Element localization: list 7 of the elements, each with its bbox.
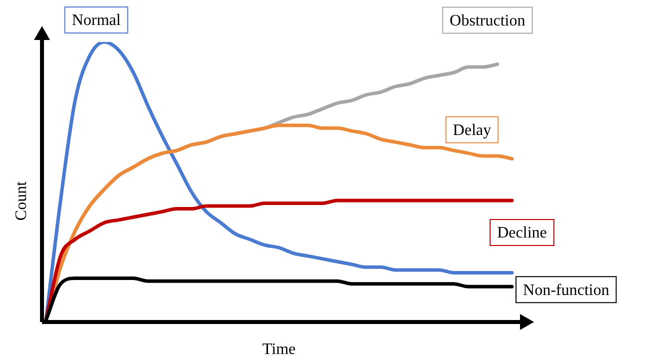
series-label: Non-function [523, 282, 610, 299]
series-label: Delay [452, 122, 492, 139]
x-axis-title: Time [262, 341, 296, 358]
text: Obstruction [450, 12, 526, 30]
series-label: Decline [497, 224, 547, 242]
series-label: Normal [72, 12, 122, 30]
y-axis-title: Count [13, 180, 30, 221]
